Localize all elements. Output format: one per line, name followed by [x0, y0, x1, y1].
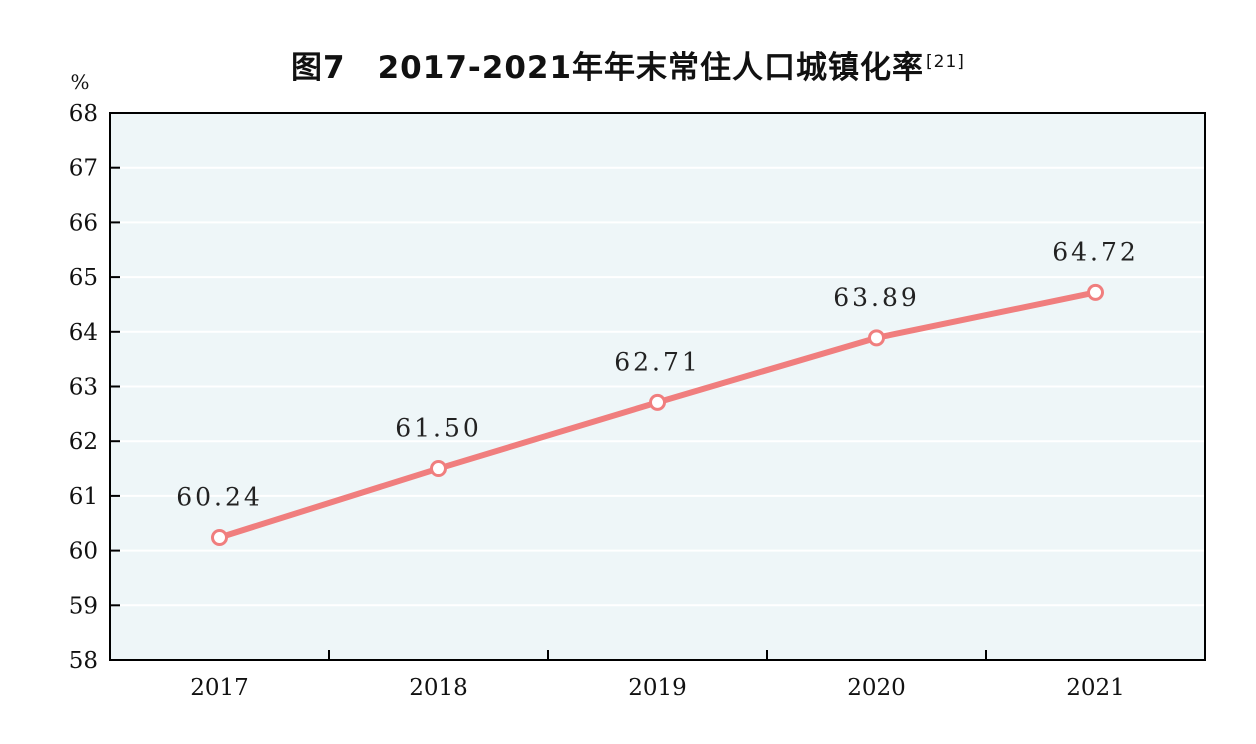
y-tick-label: 68	[69, 101, 98, 127]
data-point	[868, 329, 885, 347]
y-tick-label: 58	[69, 648, 98, 674]
x-tick-label: 2020	[847, 675, 906, 701]
x-axis-ticks: 2017 2018 2019 2020 2021	[190, 650, 1125, 701]
data-point	[211, 528, 228, 546]
data-label: 60.24	[176, 482, 263, 511]
y-tick-label: 59	[69, 593, 98, 619]
x-tick-label: 2019	[628, 675, 687, 701]
data-point	[649, 393, 666, 411]
y-tick-label: 63	[69, 375, 98, 401]
x-tick-label: 2018	[409, 675, 468, 701]
data-labels: 60.24 61.50 62.71 63.89 64.72	[176, 237, 1139, 511]
chart-title: 图7 2017-2021年年末常住人口城镇化率 [21]	[0, 42, 1256, 87]
y-tick-label: 62	[69, 429, 98, 455]
data-label: 61.50	[395, 414, 482, 443]
chart-title-text: 2017-2021年年末常住人口城镇化率	[377, 50, 925, 86]
x-tick-label: 2017	[190, 675, 249, 701]
data-point	[1087, 283, 1104, 301]
y-tick-label: 67	[69, 156, 98, 182]
gridlines	[110, 166, 1205, 607]
y-axis-ticks: 58 59 60 61 62 63 64 65 66 67 68	[69, 101, 120, 674]
y-axis-unit-label: %	[70, 70, 89, 94]
y-tick-label: 65	[69, 265, 98, 291]
data-label: 63.89	[833, 283, 920, 312]
y-tick-label: 66	[69, 210, 98, 236]
y-tick-label: 60	[69, 539, 98, 565]
data-label: 64.72	[1052, 237, 1139, 266]
chart-title-footnote: [21]	[926, 51, 965, 72]
x-tick-label: 2021	[1066, 675, 1125, 701]
data-label: 62.71	[614, 347, 701, 376]
data-point	[430, 460, 447, 478]
chart-title-prefix: 图7	[291, 50, 346, 86]
y-tick-label: 64	[69, 320, 98, 346]
series-line-group	[211, 283, 1104, 546]
y-tick-label: 61	[69, 484, 98, 510]
